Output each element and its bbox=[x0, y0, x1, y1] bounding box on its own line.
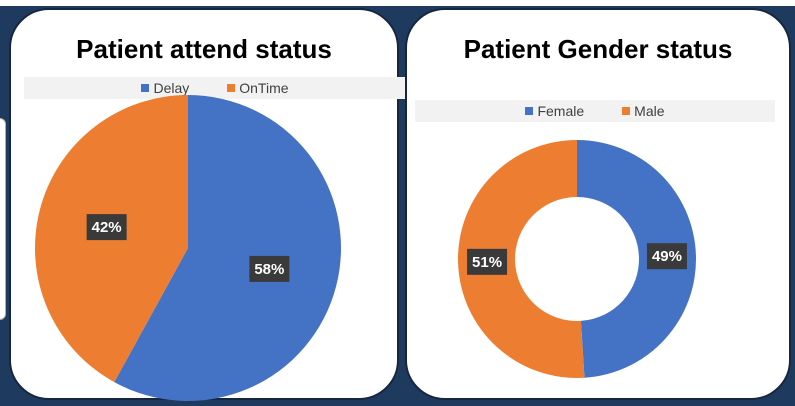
slice-delay bbox=[114, 95, 341, 401]
chart-legend: Delay OnTime bbox=[24, 77, 406, 99]
legend-label-delay: Delay bbox=[153, 80, 190, 96]
data-label-delay: 58% bbox=[249, 255, 290, 282]
gender-donut-chart: 49% 51% bbox=[457, 140, 696, 378]
legend-item-delay: Delay bbox=[141, 80, 189, 96]
top-strip bbox=[0, 0, 795, 6]
attend-pie-chart: 58% 42% bbox=[34, 95, 341, 401]
data-label-box bbox=[646, 243, 687, 270]
legend-item-ontime: OnTime bbox=[227, 80, 289, 96]
data-label-ontime: 42% bbox=[86, 214, 127, 241]
data-label-box bbox=[467, 248, 508, 275]
gender-status-card: Patient Gender status Female Male 49% 51% bbox=[405, 8, 791, 400]
chart-title: Patient Gender status bbox=[463, 34, 733, 64]
legend-item-male: Male bbox=[622, 103, 665, 119]
data-label-box bbox=[86, 214, 127, 241]
legend-item-female: Female bbox=[525, 103, 584, 119]
legend-label-ontime: OnTime bbox=[239, 80, 289, 96]
legend-label-male: Male bbox=[634, 103, 665, 119]
legend-swatch-female bbox=[525, 107, 534, 115]
chart-title: Patient attend status bbox=[76, 34, 332, 64]
data-label-female: 49% bbox=[646, 243, 687, 270]
data-label-text: 42% bbox=[92, 219, 122, 236]
data-label-male: 51% bbox=[467, 248, 508, 275]
chart-legend: Female Male bbox=[415, 100, 775, 122]
slice-female bbox=[577, 140, 696, 378]
data-label-text: 49% bbox=[652, 248, 682, 265]
attend-status-card: Patient attend status Delay OnTime 58% 42… bbox=[9, 8, 406, 401]
side-panel-fragment bbox=[0, 118, 6, 320]
data-label-text: 51% bbox=[472, 254, 502, 271]
data-label-box bbox=[249, 255, 290, 282]
legend-label-female: Female bbox=[537, 103, 585, 119]
legend-swatch-male bbox=[622, 107, 631, 115]
data-label-text: 58% bbox=[254, 261, 284, 278]
legend-swatch-delay bbox=[141, 84, 150, 92]
slice-male bbox=[457, 140, 585, 378]
legend-swatch-ontime bbox=[227, 84, 236, 92]
